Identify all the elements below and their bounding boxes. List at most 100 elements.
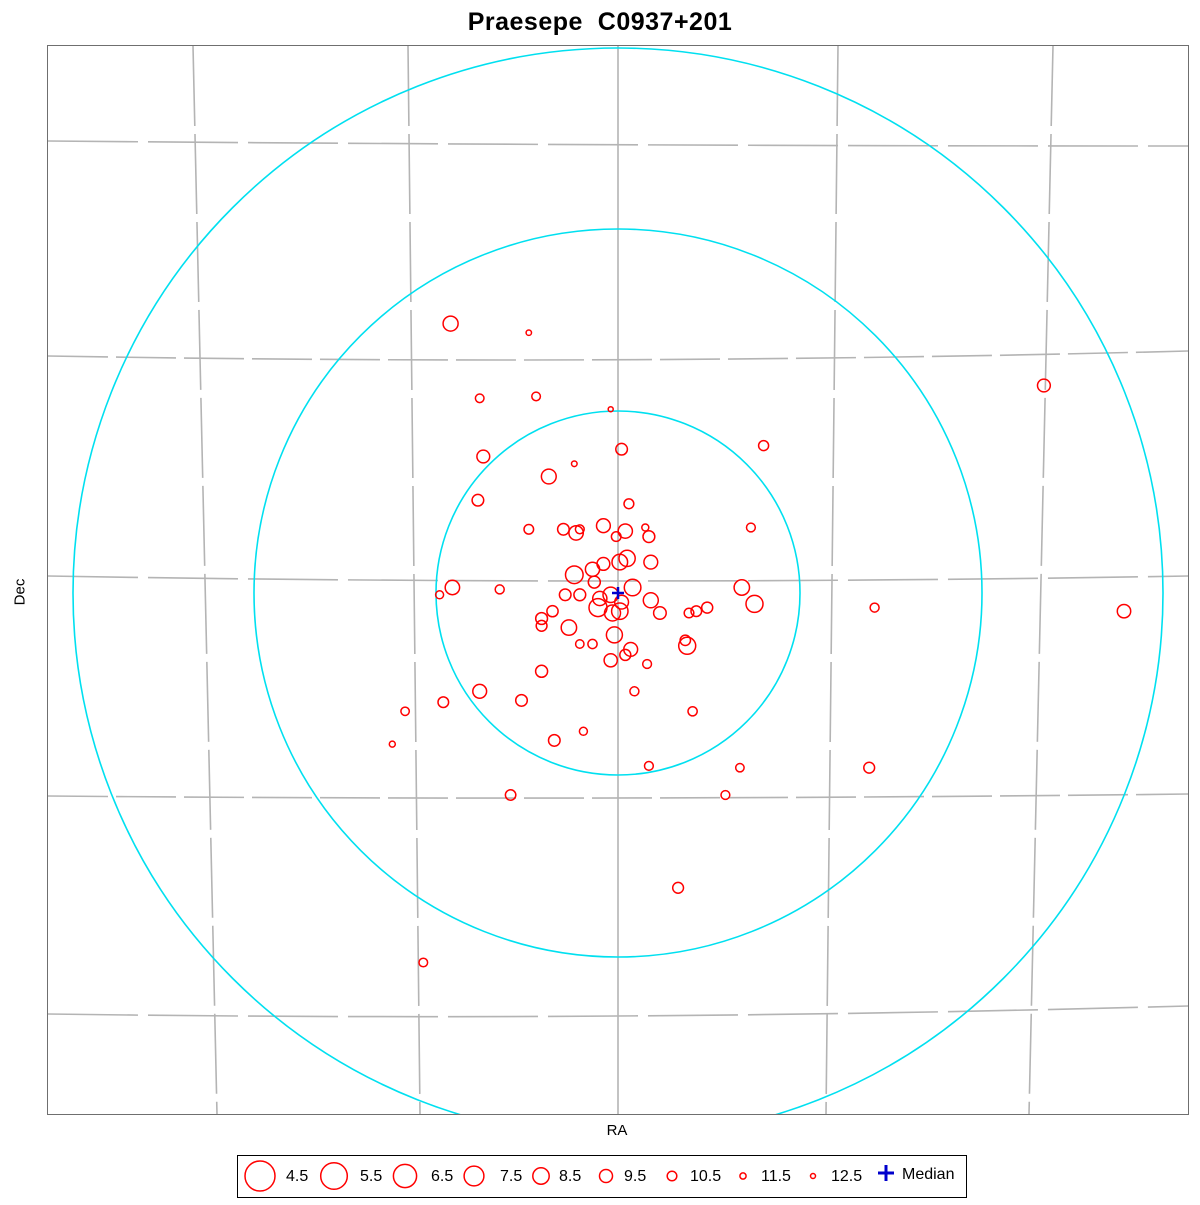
star-point — [573, 588, 587, 602]
legend-label-median: Median — [902, 1166, 954, 1183]
legend-marker — [666, 1170, 678, 1182]
legend-items: 4.5 5.5 6.5 7.5 8.5 9.5 10.5 11.5 12.5 Median — [244, 1160, 954, 1192]
star-point — [623, 578, 642, 597]
star-point — [534, 611, 549, 626]
star-point — [591, 590, 608, 607]
star-point — [671, 881, 685, 894]
y-axis-label: Dec — [11, 578, 29, 606]
star-point — [564, 565, 584, 585]
plot-area — [47, 45, 1189, 1139]
star-point — [388, 740, 397, 748]
star-point — [863, 761, 876, 774]
star-point — [587, 638, 598, 650]
legend: 4.5 5.5 6.5 7.5 8.5 9.5 10.5 11.5 12.5 Median — [237, 1155, 967, 1198]
star-point — [610, 602, 629, 621]
star-point — [525, 329, 533, 337]
star-point — [556, 522, 570, 536]
legend-marker — [319, 1161, 349, 1191]
star-point — [677, 636, 697, 656]
star-point — [733, 579, 751, 596]
star-point — [603, 652, 619, 668]
star-point — [504, 789, 517, 801]
star-point — [574, 524, 585, 535]
legend-marker — [392, 1163, 418, 1189]
star-point — [570, 460, 578, 468]
star-point — [472, 683, 488, 699]
legend-label: 5.5 — [360, 1168, 382, 1185]
star-point — [535, 619, 548, 632]
star-point — [442, 315, 459, 332]
star-point — [418, 957, 429, 968]
legend-marker — [598, 1168, 614, 1184]
legend-marker — [244, 1160, 276, 1192]
star-point — [734, 762, 745, 773]
legend-label: 6.5 — [431, 1168, 453, 1185]
star-point — [514, 693, 529, 707]
star-point — [1116, 603, 1132, 619]
star-point — [687, 705, 698, 717]
star-point — [745, 594, 764, 614]
star-point — [619, 648, 632, 662]
star-point — [641, 523, 650, 532]
star-point — [587, 575, 602, 589]
star-point — [617, 523, 634, 539]
star-point — [400, 706, 411, 717]
star-point — [652, 605, 667, 621]
grid-line-ra — [407, 45, 421, 1115]
star-point — [476, 449, 491, 464]
star-point — [531, 391, 542, 402]
star-markers — [388, 315, 1132, 968]
legend-label: 7.5 — [500, 1168, 522, 1185]
star-point — [643, 760, 655, 772]
star-point — [471, 493, 485, 507]
star-point — [444, 579, 461, 596]
legend-label: 10.5 — [690, 1168, 721, 1185]
legend-label: 11.5 — [761, 1168, 791, 1185]
star-chart — [47, 45, 1189, 1139]
star-point — [643, 554, 659, 570]
star-point — [623, 498, 635, 510]
star-point — [546, 604, 559, 618]
reference-ring — [253, 228, 983, 958]
coordinate-grid — [47, 45, 1189, 1115]
legend-marker — [532, 1167, 550, 1185]
star-point — [720, 789, 731, 801]
star-point — [690, 605, 703, 618]
star-point — [641, 658, 653, 670]
grid-line-ra — [192, 45, 218, 1115]
star-point — [523, 523, 535, 535]
star-point — [1036, 378, 1052, 393]
legend-label: 12.5 — [831, 1168, 862, 1185]
star-point — [494, 584, 505, 595]
grid-line-ra — [825, 45, 839, 1115]
star-point — [683, 607, 695, 619]
star-point — [596, 556, 611, 572]
legend-marker — [463, 1165, 485, 1187]
star-point — [642, 592, 660, 609]
star-point — [547, 733, 561, 747]
star-point — [613, 594, 630, 610]
star-point — [605, 626, 624, 644]
star-point — [474, 393, 485, 404]
star-point — [560, 619, 578, 637]
grid-line-ra — [1028, 45, 1054, 1115]
star-point — [615, 442, 629, 456]
median-marker — [612, 587, 624, 599]
star-point — [595, 518, 612, 534]
star-point — [869, 602, 880, 613]
chart-title: Praesepe C0937+201 — [467, 8, 733, 36]
star-point — [558, 588, 572, 602]
legend-label: 9.5 — [624, 1168, 646, 1185]
legend-label: 4.5 — [286, 1168, 308, 1185]
star-point — [700, 601, 714, 614]
star-point — [434, 590, 445, 600]
star-point — [607, 405, 614, 413]
legend-marker — [739, 1172, 747, 1180]
legend-marker — [809, 1172, 817, 1180]
star-point — [603, 604, 622, 622]
star-point — [578, 726, 589, 737]
star-point — [610, 531, 622, 543]
star-point — [629, 686, 640, 697]
star-point — [618, 549, 636, 568]
x-axis-label: RA — [606, 1122, 628, 1139]
